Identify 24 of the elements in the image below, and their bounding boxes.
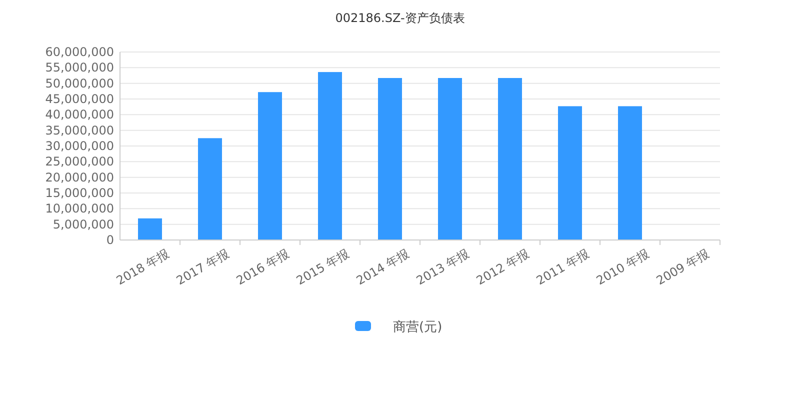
bar <box>558 106 582 240</box>
y-tick-label: 40,000,000 <box>45 108 114 122</box>
y-tick-label: 15,000,000 <box>45 186 114 200</box>
y-tick-label: 25,000,000 <box>45 154 114 169</box>
y-tick-label: 0 <box>106 233 114 247</box>
y-tick-label: 20,000,000 <box>45 170 114 184</box>
y-tick-label: 45,000,000 <box>45 92 114 106</box>
y-tick-label: 50,000,000 <box>45 76 114 90</box>
y-tick-label: 10,000,000 <box>45 202 114 216</box>
y-tick-label: 30,000,000 <box>45 139 114 153</box>
y-tick-label: 5,000,000 <box>52 217 114 232</box>
bar <box>318 72 342 240</box>
bar <box>438 78 462 240</box>
bar <box>498 78 522 240</box>
y-tick-label: 35,000,000 <box>45 123 114 138</box>
bar <box>378 78 402 240</box>
bar <box>198 138 222 240</box>
legend-label: 商营(元) <box>393 320 442 335</box>
bar <box>258 92 282 240</box>
chart-title: 002186.SZ-资产负债表 <box>335 11 465 25</box>
bar <box>618 106 642 240</box>
y-tick-label: 55,000,000 <box>45 60 114 75</box>
y-tick-label: 60,000,000 <box>45 45 114 59</box>
bar <box>138 218 162 240</box>
